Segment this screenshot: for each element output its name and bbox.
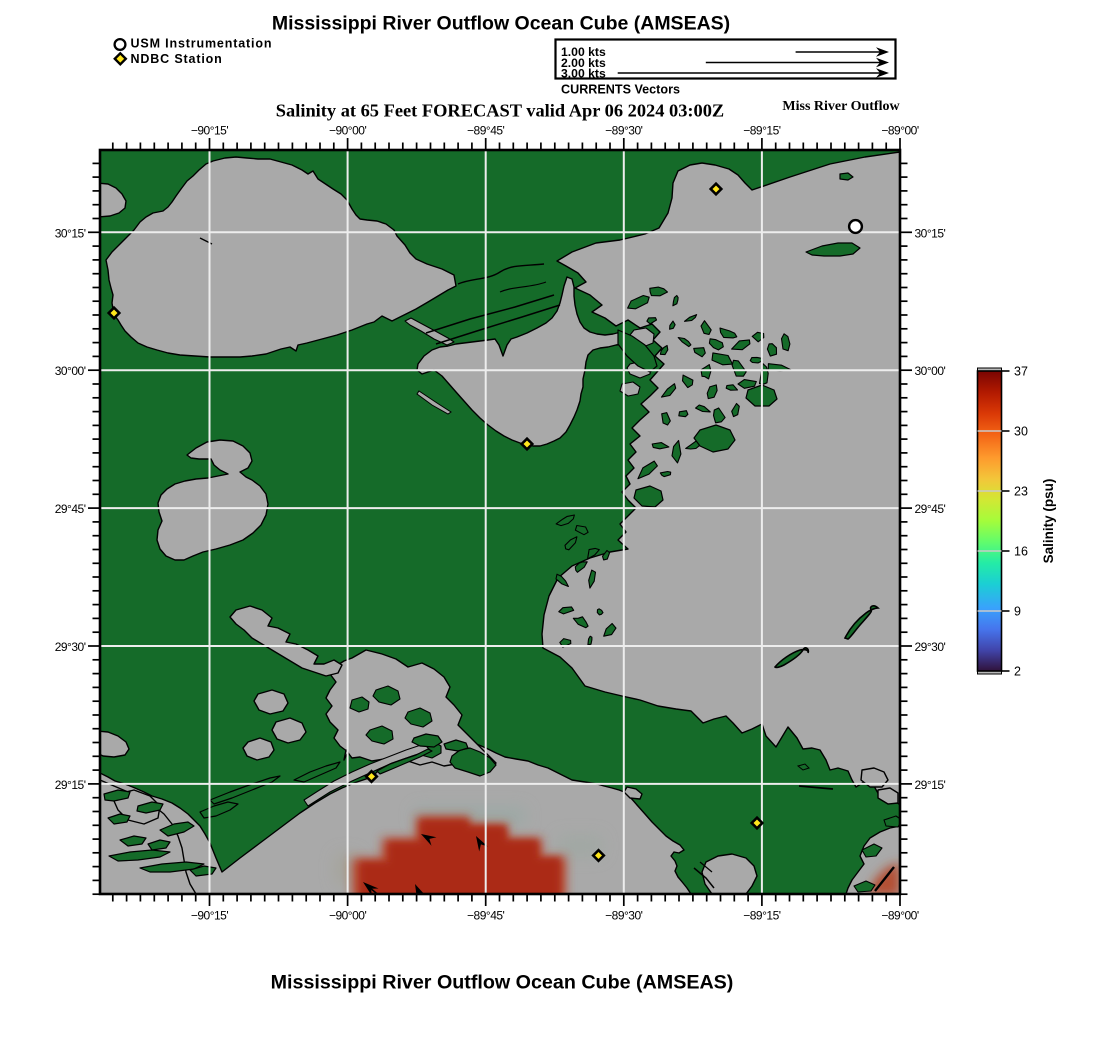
svg-text:−90°00': −90°00' — [329, 909, 367, 923]
svg-text:30°00': 30°00' — [55, 364, 86, 378]
svg-text:−90°15': −90°15' — [191, 124, 229, 138]
svg-text:−89°30': −89°30' — [605, 909, 643, 923]
svg-text:−89°00': −89°00' — [881, 909, 919, 923]
svg-text:23: 23 — [1014, 485, 1028, 499]
svg-text:2: 2 — [1014, 665, 1021, 679]
svg-text:9: 9 — [1014, 605, 1021, 619]
svg-text:USM Instrumentation: USM Instrumentation — [131, 37, 273, 51]
svg-text:30: 30 — [1014, 425, 1028, 439]
svg-text:37: 37 — [1014, 365, 1028, 379]
svg-text:NDBC Station: NDBC Station — [131, 52, 223, 66]
svg-text:29°15': 29°15' — [55, 778, 86, 792]
svg-text:30°00': 30°00' — [915, 364, 946, 378]
svg-text:−89°30': −89°30' — [605, 124, 643, 138]
svg-text:29°15': 29°15' — [915, 778, 946, 792]
svg-text:29°45': 29°45' — [915, 502, 946, 516]
svg-text:−89°00': −89°00' — [881, 124, 919, 138]
svg-text:29°30': 29°30' — [915, 640, 946, 654]
svg-text:−90°00': −90°00' — [329, 124, 367, 138]
svg-text:1.00 kts: 1.00 kts — [561, 45, 606, 59]
svg-text:3.00 kts: 3.00 kts — [561, 67, 606, 81]
svg-text:Mississippi River Outflow Ocea: Mississippi River Outflow Ocean Cube (AM… — [271, 972, 734, 994]
svg-text:16: 16 — [1014, 545, 1028, 559]
svg-text:−89°45': −89°45' — [467, 909, 505, 923]
svg-text:−89°45': −89°45' — [467, 124, 505, 138]
svg-text:−89°15': −89°15' — [743, 909, 781, 923]
svg-text:Salinity at 65 Feet FORECAST v: Salinity at 65 Feet FORECAST valid Apr 0… — [276, 101, 724, 121]
svg-text:CURRENTS Vectors: CURRENTS Vectors — [561, 83, 680, 97]
svg-text:−90°15': −90°15' — [191, 909, 229, 923]
svg-text:29°45': 29°45' — [55, 502, 86, 516]
svg-text:Mississippi River Outflow Ocea: Mississippi River Outflow Ocean Cube (AM… — [272, 13, 730, 35]
svg-text:29°30': 29°30' — [55, 640, 86, 654]
svg-text:Salinity (psu): Salinity (psu) — [1041, 479, 1056, 564]
svg-text:30°15': 30°15' — [55, 226, 86, 240]
svg-text:30°15': 30°15' — [915, 226, 946, 240]
svg-text:Miss River Outflow: Miss River Outflow — [782, 99, 900, 114]
svg-text:2.00 kts: 2.00 kts — [561, 56, 606, 70]
svg-text:−89°15': −89°15' — [743, 124, 781, 138]
